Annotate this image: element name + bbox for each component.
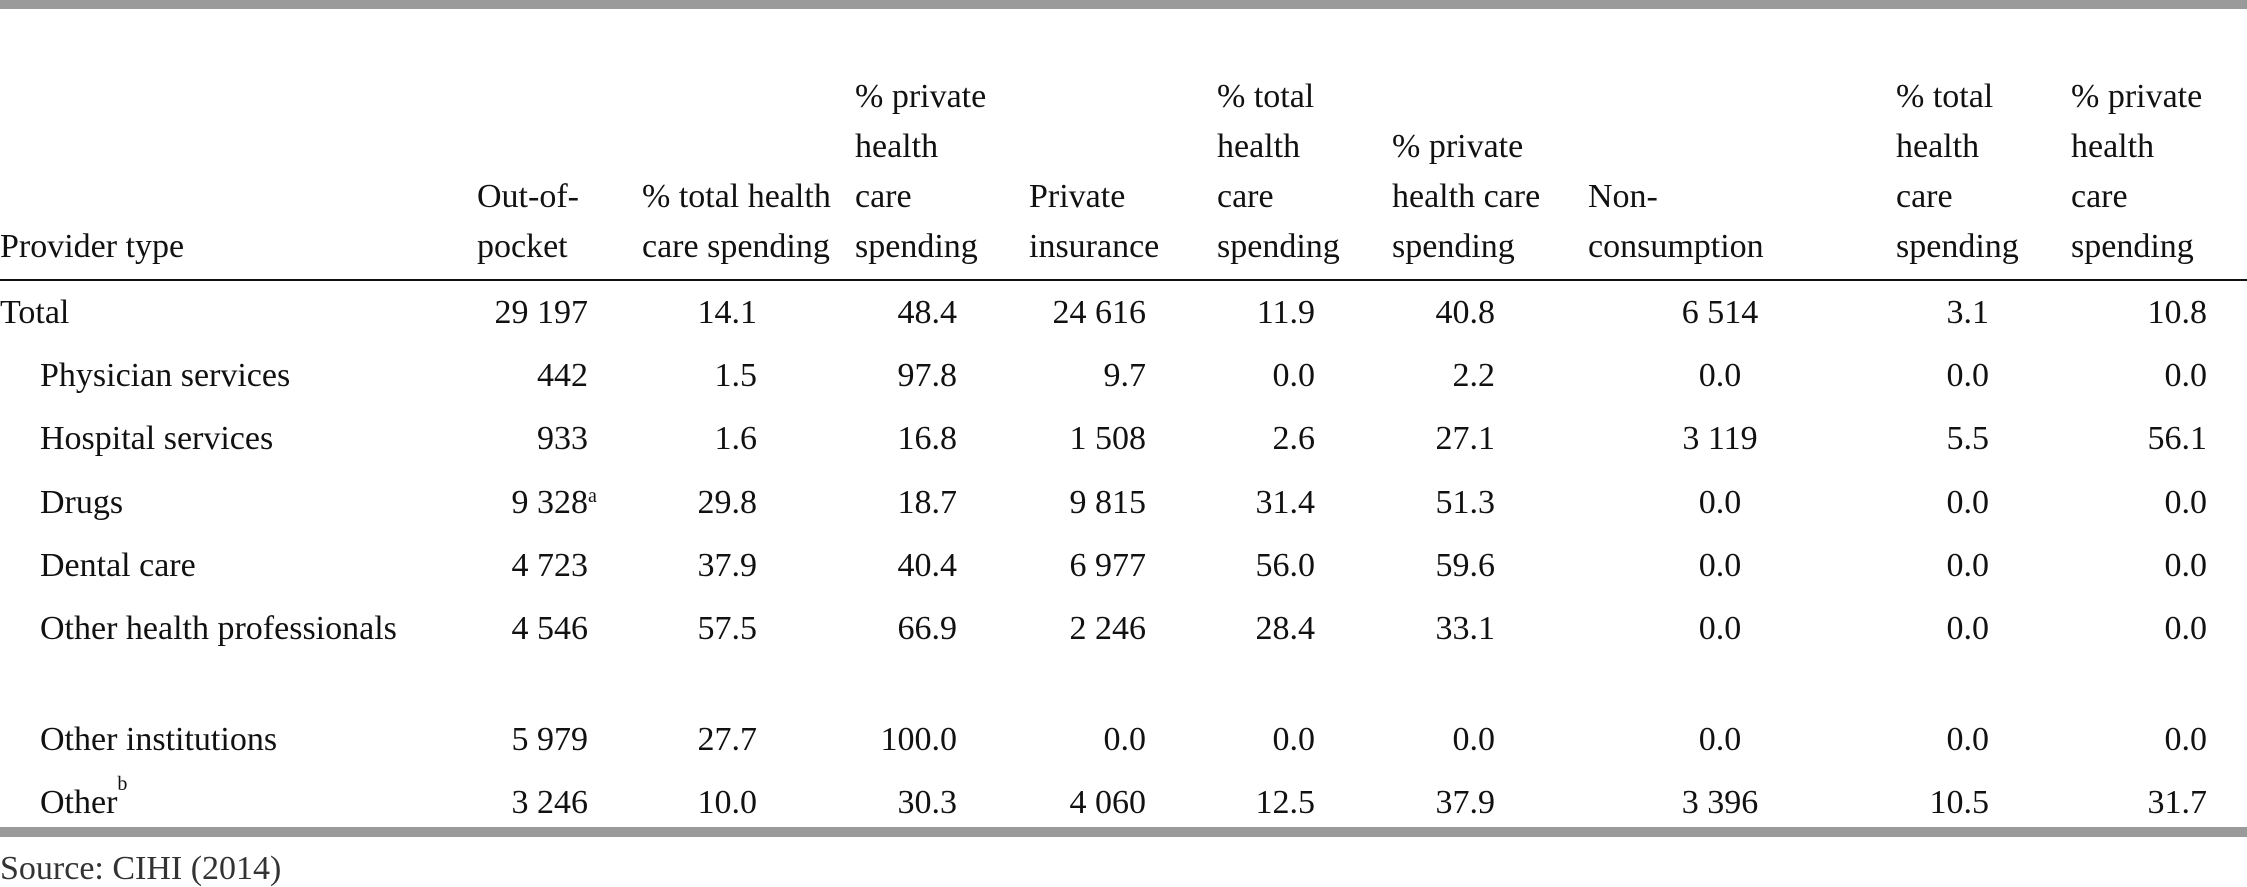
data-cell: 27.7 [697,721,758,758]
data-cell: 0.0 [1946,610,1990,647]
data-cell: 9 815 [1069,484,1147,521]
data-cell: 66.9 [897,610,958,647]
data-cell: 3 396 [1681,784,1759,821]
data-cell: 4 546 [511,610,589,647]
data-cell: 12.5 [1255,784,1316,821]
row-label: Other institutions [40,721,278,758]
data-cell: 40.8 [1435,294,1496,331]
row-label: Total [0,294,70,331]
footnote-marker: a [588,485,597,507]
data-cell: 9 328 a [511,478,597,527]
data-cell: 48.4 [897,294,958,331]
data-cell: 29 197 [494,294,589,331]
data-cell: 40.4 [897,547,958,584]
data-cell: 56.0 [1255,547,1316,584]
data-cell: 4 723 [511,547,589,584]
data-cell: 933 [537,420,588,457]
data-cell: 0.0 [1946,357,1990,394]
data-cell: 0.0 [1946,547,1990,584]
data-cell: 0.0 [2164,721,2208,758]
data-cell: 0.0 [1698,721,1742,758]
row-label: Otherb [0,774,400,827]
column-header: % total health care spending [1896,78,2019,265]
source-note: Source: CIHI (2014) [0,850,282,887]
data-cell: 11.9 [1256,294,1315,331]
data-cell: 4 060 [1069,784,1147,821]
data-cell: 10.5 [1929,784,1990,821]
column-header: % total health care spending [1217,78,1340,265]
data-cell: 0.0 [1272,357,1316,394]
data-cell: 0.0 [1698,610,1742,647]
column-header: Provider type [0,228,185,265]
column-header: Private insurance [1029,178,1160,265]
data-cell: 16.8 [897,420,958,457]
row-label: Physician services [40,357,291,394]
data-cell: 0.0 [1946,721,1990,758]
data-cell: 6 514 [1681,294,1759,331]
data-cell: 0.0 [1272,721,1316,758]
data-cell: 0.0 [2164,484,2208,521]
row-label: Other health professionals [40,610,397,647]
row-label: Hospital services [40,420,274,457]
data-cell: 28.4 [1255,610,1316,647]
bottom-rule [0,827,2247,837]
row-label: Dental care [40,547,196,584]
data-cell: 29.8 [697,484,758,521]
data-cell: 0.0 [1103,721,1147,758]
data-cell: 37.9 [1435,784,1496,821]
data-cell: 33.1 [1435,610,1496,647]
footnote-marker: b [117,773,128,795]
data-cell: 57.5 [697,610,758,647]
data-cell: 0.0 [1698,547,1742,584]
data-cell: 100.0 [880,721,958,758]
data-cell: 0.0 [1698,357,1742,394]
data-cell: 27.1 [1435,420,1496,457]
data-cell: 30.3 [897,784,958,821]
data-cell: 56.1 [2147,420,2208,457]
data-cell: 51.3 [1435,484,1496,521]
data-cell: 31.7 [2147,784,2208,821]
data-cell: 1.5 [714,357,758,394]
column-header: % total health care spending [642,178,831,265]
data-cell: 0.0 [2164,357,2208,394]
data-cell: 0.0 [1698,484,1742,521]
data-cell: 14.1 [697,294,758,331]
data-cell: 9.7 [1103,357,1147,394]
data-cell: 3.1 [1946,294,1990,331]
data-cell: 1 508 [1069,420,1147,457]
data-cell: 31.4 [1255,484,1316,521]
data-cell: 59.6 [1435,547,1496,584]
data-cell: 18.7 [897,484,958,521]
data-cell: 1.6 [714,420,758,457]
column-header: % private health care spending [855,78,987,265]
header-rule [0,279,2247,281]
data-cell: 2 246 [1069,610,1147,647]
data-cell: 10.8 [2147,294,2208,331]
data-cell: 2.6 [1272,420,1316,457]
data-cell: 0.0 [2164,610,2208,647]
row-label: Drugs [40,484,124,521]
data-cell: 10.0 [697,784,758,821]
column-header: Out-of-pocket [477,178,579,265]
cell-text: Other [40,784,118,821]
data-cell: 5 979 [511,721,589,758]
column-header: % private health care spending [2071,78,2203,265]
column-header: Non-consumption [1588,178,1764,265]
data-cell: 6 977 [1069,547,1147,584]
data-cell: 37.9 [697,547,758,584]
data-cell: 5.5 [1946,420,1990,457]
column-header: % private health care spending [1392,128,1541,265]
data-cell: 0.0 [2164,547,2208,584]
data-cell: 442 [537,357,588,394]
cell-text: 9 328 [511,484,589,521]
data-cell: 3 119 [1682,420,1758,457]
data-cell: 0.0 [1946,484,1990,521]
data-cell: 2.2 [1452,357,1496,394]
data-cell: 0.0 [1452,721,1496,758]
data-cell: 24 616 [1052,294,1147,331]
top-rule [0,0,2247,9]
data-cell: 3 246 [511,784,589,821]
data-cell: 97.8 [897,357,958,394]
